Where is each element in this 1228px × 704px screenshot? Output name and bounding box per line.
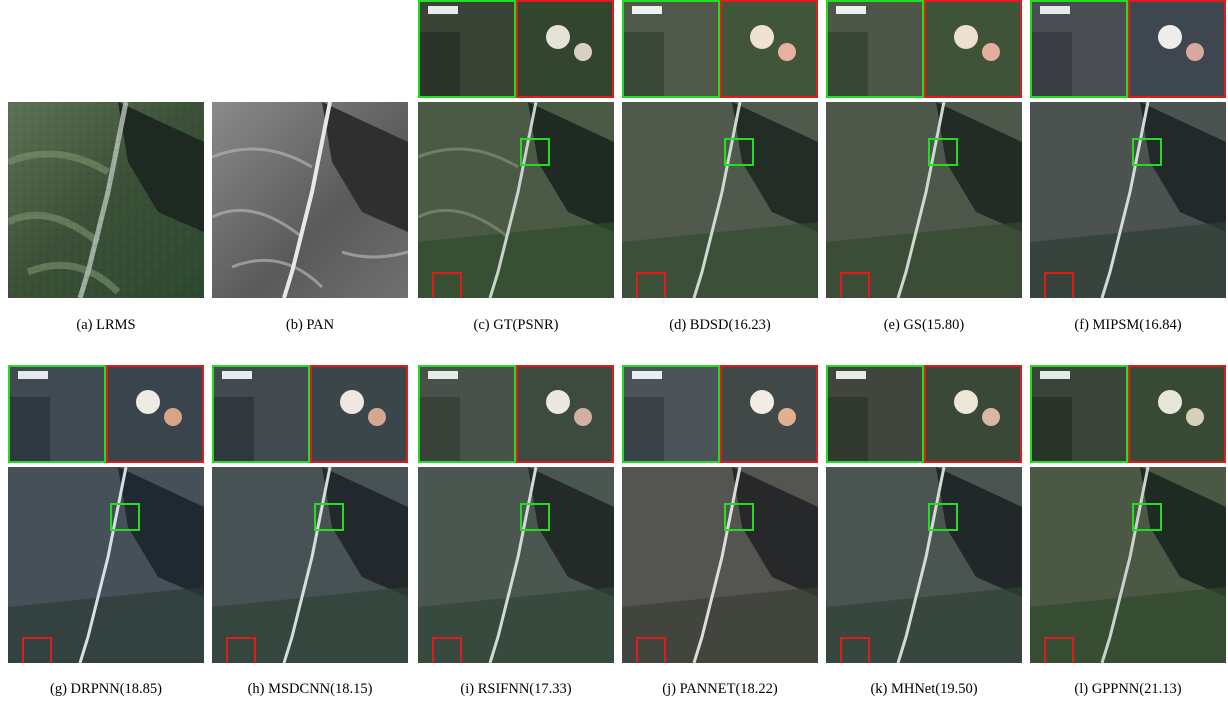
zoom-green [826, 0, 924, 98]
green-roi [1132, 138, 1162, 166]
red-roi [636, 637, 666, 663]
red-roi [226, 637, 256, 663]
result-image [418, 467, 614, 663]
zoom-green [1030, 365, 1128, 463]
green-roi [1132, 503, 1162, 531]
zoom-red [516, 365, 614, 463]
zoom-green [826, 365, 924, 463]
zoom-red [1128, 0, 1226, 98]
gt-image [418, 102, 614, 298]
caption-k: (k) MHNet(19.50) [870, 681, 978, 697]
result-image [622, 467, 818, 663]
zoom-green [622, 0, 720, 98]
green-roi [724, 503, 754, 531]
result-image [212, 467, 408, 663]
green-roi [110, 503, 140, 531]
zoom-green [212, 365, 310, 463]
result-image [1030, 102, 1226, 298]
green-roi [928, 503, 958, 531]
green-roi [520, 503, 550, 531]
result-image [826, 102, 1022, 298]
red-roi [432, 272, 462, 298]
zoom-red [720, 365, 818, 463]
green-roi [520, 138, 550, 166]
caption-e: (e) GS(15.80) [883, 317, 965, 333]
zoom-red [924, 365, 1022, 463]
caption-i: (i) RSIFNN(17.33) [460, 681, 572, 697]
red-roi [840, 272, 870, 298]
zoom-green [1030, 0, 1128, 98]
result-image [622, 102, 818, 298]
zoom-red [1128, 365, 1226, 463]
result-image [8, 467, 204, 663]
zoom-red [924, 0, 1022, 98]
zoom-green [622, 365, 720, 463]
red-roi [636, 272, 666, 298]
zoom-green [418, 365, 516, 463]
green-roi [314, 503, 344, 531]
zoom-red [310, 365, 408, 463]
caption-h: (h) MSDCNN(18.15) [247, 681, 373, 697]
caption-f: (f) MIPSM(16.84) [1074, 317, 1182, 333]
caption-l: (l) GPPNN(21.13) [1074, 681, 1182, 697]
caption-j: (j) PANNET(18.22) [662, 681, 778, 697]
zoom-red [106, 365, 204, 463]
caption-b: (b) PAN [285, 317, 335, 333]
red-roi [1044, 637, 1074, 663]
green-roi [724, 138, 754, 166]
red-roi [1044, 272, 1074, 298]
zoom-red [720, 0, 818, 98]
zoom-green [418, 0, 516, 98]
caption-d: (d) BDSD(16.23) [669, 317, 771, 333]
caption-a: (a) LRMS [76, 317, 136, 333]
zoom-green [8, 365, 106, 463]
zoom-red [516, 0, 614, 98]
red-roi [22, 637, 52, 663]
green-roi [928, 138, 958, 166]
caption-c: (c) GT(PSNR) [473, 317, 559, 333]
caption-g: (g) DRPNN(18.85) [50, 681, 162, 697]
pan-image [212, 102, 408, 298]
red-roi [432, 637, 462, 663]
red-roi [840, 637, 870, 663]
lrms-image [8, 102, 204, 298]
result-image [826, 467, 1022, 663]
result-image [1030, 467, 1226, 663]
